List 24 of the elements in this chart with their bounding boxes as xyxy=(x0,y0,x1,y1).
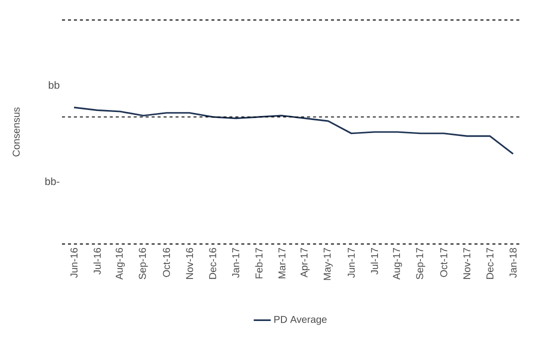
x-tick-label: Apr-17 xyxy=(300,248,310,278)
x-tick-label: Nov-16 xyxy=(186,248,194,279)
x-tick-label: Oct-16 xyxy=(162,248,170,277)
x-tick-label: Jun-17 xyxy=(348,248,355,278)
text: bb xyxy=(48,81,60,89)
x-tick-label: Jul-16 xyxy=(93,248,101,274)
x-tick-label: Jan-18 xyxy=(510,248,517,278)
x-tick-label: Dec-17 xyxy=(486,248,494,279)
x-tick-label: Oct-17 xyxy=(440,248,448,277)
x-tick-label: Jul-17 xyxy=(370,248,378,274)
x-tick-label: Jun-16 xyxy=(70,248,78,278)
x-tick-label: Sep-17 xyxy=(416,248,426,280)
text: bb- xyxy=(45,177,60,186)
x-tick-label: Nov-17 xyxy=(463,248,470,279)
legend-label: PD Average xyxy=(274,316,327,325)
y-axis-title: Consensus xyxy=(12,107,20,156)
x-tick-label: Sep-16 xyxy=(138,248,148,280)
x-tick-label: Aug-16 xyxy=(116,248,125,280)
x-tick-label: Dec-16 xyxy=(209,248,216,279)
x-tick-label: Feb-17 xyxy=(255,248,263,278)
x-tick-label: Mar-17 xyxy=(278,248,286,278)
x-tick-label: May-17 xyxy=(324,248,333,280)
x-tick-label: Aug-17 xyxy=(393,248,402,280)
x-tick-label: Jan-17 xyxy=(232,248,240,278)
